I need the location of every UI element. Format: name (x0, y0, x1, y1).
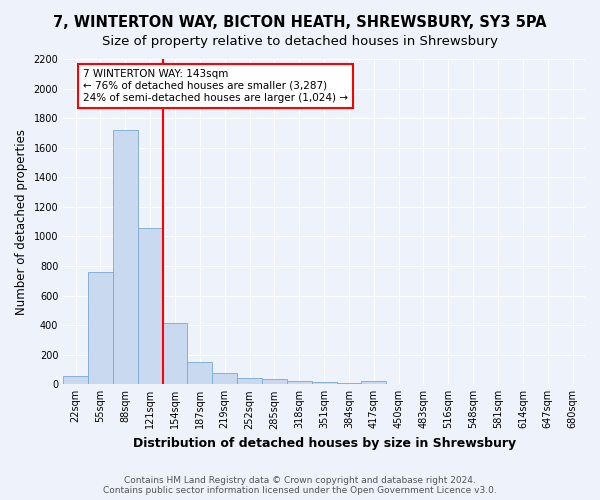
Bar (187, 362, 212, 384)
Bar (63, 376, 88, 384)
Bar (361, 382, 386, 384)
Bar (287, 380, 311, 384)
Y-axis label: Number of detached properties: Number of detached properties (15, 128, 28, 314)
Text: 7 WINTERTON WAY: 143sqm
← 76% of detached houses are smaller (3,287)
24% of semi: 7 WINTERTON WAY: 143sqm ← 76% of detache… (83, 70, 348, 102)
X-axis label: Distribution of detached houses by size in Shrewsbury: Distribution of detached houses by size … (133, 437, 515, 450)
Text: Contains HM Land Registry data © Crown copyright and database right 2024.
Contai: Contains HM Land Registry data © Crown c… (103, 476, 497, 495)
Text: 7, WINTERTON WAY, BICTON HEATH, SHREWSBURY, SY3 5PA: 7, WINTERTON WAY, BICTON HEATH, SHREWSBU… (53, 15, 547, 30)
Bar (311, 382, 337, 384)
Bar (212, 373, 237, 384)
Bar (113, 130, 138, 384)
Bar (138, 228, 163, 384)
Bar (163, 323, 187, 384)
Bar (88, 272, 113, 384)
Bar (337, 383, 361, 384)
Bar (237, 378, 262, 384)
Text: Size of property relative to detached houses in Shrewsbury: Size of property relative to detached ho… (102, 35, 498, 48)
Bar (262, 379, 287, 384)
